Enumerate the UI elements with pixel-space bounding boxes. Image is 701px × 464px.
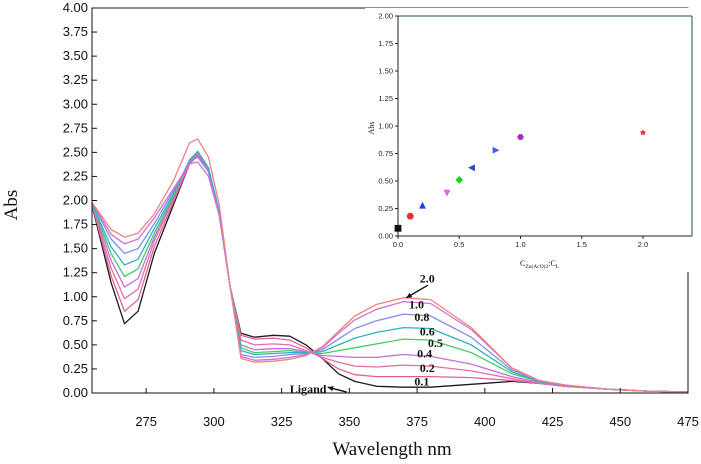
inset-point: [517, 134, 524, 140]
inset-x-title-sub1: Zn(AcO)2: [525, 263, 548, 270]
y-tick-label: 2.75: [63, 120, 88, 135]
inset-point: [455, 176, 464, 184]
series-line-0-6: [91, 150, 689, 393]
inset-y-tick-label: 0.25: [378, 204, 393, 213]
inset-y-tick-label: 1.50: [378, 67, 393, 76]
y-tick-label: 3.75: [63, 24, 88, 39]
y-tick-label: 3.25: [63, 72, 88, 87]
inset-y-tick-label: 1.00: [378, 122, 393, 131]
inset-y-tick-label: 1.25: [378, 94, 393, 103]
main-axes: 0.00 0.25 0.50 0.75 1.00 1.25 1.50 1.75 2.00 2.25…: [63, 0, 699, 429]
inset-x-title-mid: :C: [548, 259, 556, 268]
y-tick-label: 2.00: [63, 193, 88, 208]
series-line-0-4: [91, 151, 689, 393]
y-tick-label: 2.25: [63, 168, 88, 183]
curve-label: 1.0: [409, 297, 424, 311]
inset-background: [365, 8, 701, 272]
x-tick-label: 425: [542, 414, 564, 429]
y-tick-label: 1.50: [63, 241, 88, 256]
inset-x-tick-label: 0.0: [393, 240, 403, 249]
series-line-0-8: [91, 156, 689, 393]
curve-label: 0.2: [420, 361, 435, 375]
curve-label: Ligand: [290, 382, 327, 396]
curve-label: 0.1: [414, 374, 429, 388]
inset-y-tick-label: 0.75: [378, 149, 393, 158]
x-tick-label: 475: [677, 414, 699, 429]
y-tick-label: 4.00: [63, 0, 88, 15]
inset-y-tick-label: 0.50: [378, 177, 393, 186]
x-tick-label: 450: [609, 414, 631, 429]
x-tick-label: 375: [406, 414, 428, 429]
y-tick-label: 3.50: [63, 48, 88, 63]
inset-point: [419, 201, 426, 209]
inset-point: [492, 146, 500, 154]
series-line-2-0: [91, 138, 689, 393]
y-tick-label: 1.25: [63, 265, 88, 280]
y-tick-label: 1.75: [63, 217, 88, 232]
inset-points: [394, 129, 647, 232]
y-tick-label: 3.00: [63, 96, 88, 111]
y-tick-label: 1.00: [63, 289, 88, 304]
curve-labels: 2.0 1.00.80.60.50.40.2 Ligand 0.1: [290, 271, 443, 396]
curve-label: 0.5: [428, 336, 443, 350]
inset-y-tick-label: 2.00: [378, 12, 393, 21]
y-tick-label: 0.50: [63, 337, 88, 352]
y-tick-label: 0.00: [63, 385, 88, 400]
curve-label: 0.6: [420, 324, 435, 338]
curve-label: 0.8: [414, 310, 429, 324]
inset-x-title-main: C: [520, 259, 525, 268]
label-arrowhead: [406, 292, 413, 298]
inset-axes: 0.00 0.25 0.50 0.75 1.00 1.25 1.50 1.75 2.00 0.0 0…: [378, 12, 693, 249]
inset-plot: 0.00 0.25 0.50 0.75 1.00 1.25 1.50 1.75 2.00 0.0 0…: [365, 8, 701, 272]
y-axis-title: Abs: [1, 190, 22, 221]
x-tick-label: 275: [135, 414, 157, 429]
x-tick-label: 350: [339, 414, 361, 429]
inset-x-tick-label: 2.0: [638, 240, 648, 249]
inset-x-tick-label: 0.5: [454, 240, 464, 249]
series-line-0-2: [91, 152, 689, 393]
inset-point: [468, 164, 475, 172]
inset-x-tick-label: 1.0: [515, 240, 525, 249]
main-curves: [91, 138, 689, 393]
x-axis-title: Wavelength nm: [332, 439, 452, 460]
inset-y-tick-label: 1.75: [378, 39, 393, 48]
y-tick-label: 2.50: [63, 144, 88, 159]
inset-point: [639, 129, 647, 136]
inset-point: [443, 189, 451, 197]
y-tick-label: 0.25: [63, 361, 88, 376]
inset-y-axis-title: Abs: [367, 122, 376, 135]
series-line-0-1: [91, 154, 689, 393]
y-tick-label: 0.75: [63, 313, 88, 328]
inset-x-axis-title: CZn(AcO)2:CL: [520, 259, 560, 270]
curve-label: 2.0: [420, 271, 435, 285]
inset-x-title-sub2: L: [556, 264, 560, 270]
x-tick-label: 325: [271, 414, 293, 429]
inset-point: [406, 212, 414, 220]
x-tick-label: 400: [474, 414, 496, 429]
x-tick-label: 300: [203, 414, 225, 429]
inset-point: [394, 224, 402, 232]
inset-x-tick-label: 1.5: [577, 240, 587, 249]
inset-y-tick-label: 0.00: [378, 232, 393, 241]
curve-label: 0.4: [417, 346, 432, 360]
series-line-0-5: [91, 150, 689, 393]
label-arrowhead: [327, 386, 334, 392]
